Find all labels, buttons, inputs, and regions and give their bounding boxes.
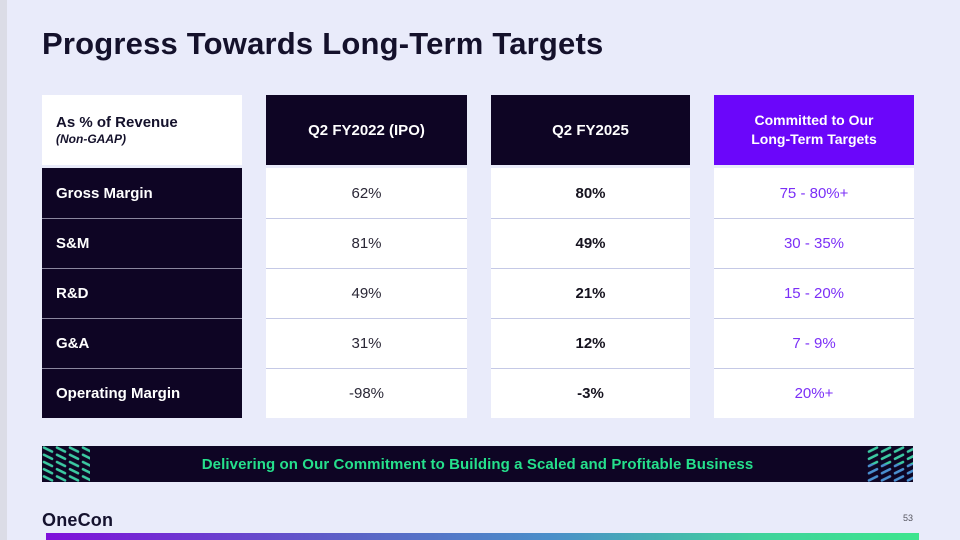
value-cell: -98% [266,368,467,418]
row-label: G&A [42,318,242,368]
target-cell: 7 - 9% [714,318,914,368]
header-q2-fy2025-label: Q2 FY2025 [552,121,629,139]
target-cell: 30 - 35% [714,218,914,268]
value-cell: 81% [266,218,467,268]
metrics-table: As % of Revenue (Non-GAAP) Q2 FY2022 (IP… [42,95,914,418]
column-q2-fy2022-values: 62% 81% 49% 31% -98% [266,168,467,418]
header-label-subtitle: (Non-GAAP) [56,132,126,146]
header-long-term-targets: Committed to Our Long-Term Targets [714,95,914,165]
hatch-pattern-left-icon [42,446,90,482]
hatch-pattern-right-icon [867,446,913,482]
header-q2-fy2022-label: Q2 FY2022 (IPO) [308,121,425,139]
value-cell: 80% [491,168,690,218]
value-cell: 62% [266,168,467,218]
footer-gradient-bar [46,533,919,540]
target-cell: 75 - 80%+ [714,168,914,218]
header-q2-fy2022: Q2 FY2022 (IPO) [266,95,467,165]
commitment-banner: Delivering on Our Commitment to Building… [42,446,913,482]
slide-title: Progress Towards Long-Term Targets [42,26,604,61]
page-number: 53 [903,513,914,523]
header-long-term-targets-label: Committed to Our Long-Term Targets [751,112,877,147]
value-cell: 12% [491,318,690,368]
target-cell: 15 - 20% [714,268,914,318]
row-label: S&M [42,218,242,268]
value-cell: -3% [491,368,690,418]
value-cell: 21% [491,268,690,318]
banner-text: Delivering on Our Commitment to Building… [201,455,754,473]
row-label: R&D [42,268,242,318]
row-label: Operating Margin [42,368,242,418]
target-cell: 20%+ [714,368,914,418]
table-body: Gross Margin S&M R&D G&A Operating Margi… [42,168,914,418]
column-target-values: 75 - 80%+ 30 - 35% 15 - 20% 7 - 9% 20%+ [714,168,914,418]
value-cell: 49% [491,218,690,268]
column-row-labels: Gross Margin S&M R&D G&A Operating Margi… [42,168,242,418]
left-edge-strip [0,0,7,540]
onecon-logo: OneCon [42,510,114,530]
column-q2-fy2025-values: 80% 49% 21% 12% -3% [491,168,690,418]
header-q2-fy2025: Q2 FY2025 [491,95,690,165]
table-header-row: As % of Revenue (Non-GAAP) Q2 FY2022 (IP… [42,95,914,165]
header-as-pct-of-revenue: As % of Revenue (Non-GAAP) [42,95,242,165]
value-cell: 31% [266,318,467,368]
header-label-title: As % of Revenue [56,114,178,131]
value-cell: 49% [266,268,467,318]
row-label: Gross Margin [42,168,242,218]
